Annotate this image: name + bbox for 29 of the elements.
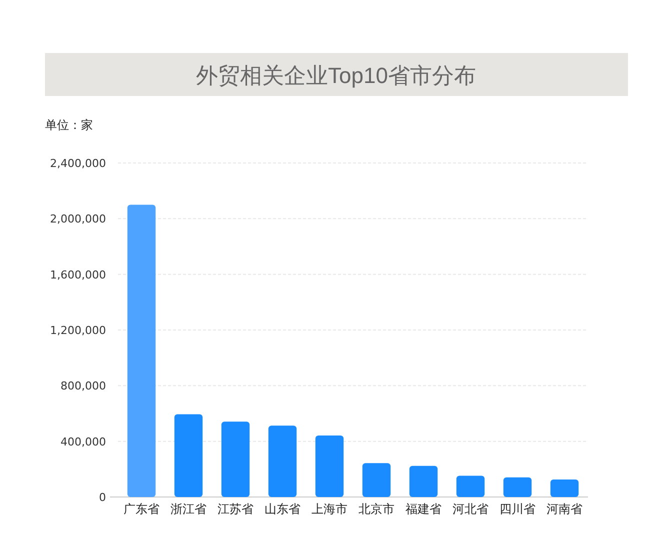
x-tick-label: 广东省 [124, 502, 160, 516]
x-tick-label: 山东省 [264, 502, 300, 516]
bar [174, 414, 203, 497]
x-tick-label: 北京市 [358, 502, 394, 516]
x-tick-label: 河北省 [452, 502, 488, 516]
bar [550, 479, 579, 497]
y-tick-label: 0 [99, 491, 106, 504]
bar [456, 476, 485, 497]
y-tick-label: 1,200,000 [50, 324, 106, 337]
bar [315, 435, 344, 497]
y-tick-label: 400,000 [60, 435, 106, 448]
x-tick-label: 浙江省 [170, 502, 206, 516]
x-tick-label: 四川省 [500, 502, 536, 516]
bar [221, 422, 250, 497]
x-tick-label: 上海市 [312, 502, 348, 516]
bar [503, 477, 532, 497]
x-tick-label: 福建省 [406, 502, 442, 516]
bar [409, 466, 438, 497]
bar [127, 204, 156, 497]
bar [362, 463, 391, 497]
y-tick-label: 800,000 [60, 380, 106, 393]
x-tick-label: 河南省 [546, 502, 582, 516]
y-tick-label: 2,400,000 [50, 157, 106, 170]
x-tick-label: 江苏省 [218, 502, 254, 516]
y-axis-title: 单位：家 [45, 118, 93, 132]
y-tick-label: 1,600,000 [50, 268, 106, 282]
chart-title: 外贸相关企业Top10省市分布 [196, 63, 476, 88]
bar [268, 426, 297, 497]
y-tick-label: 2,000,000 [50, 212, 106, 226]
